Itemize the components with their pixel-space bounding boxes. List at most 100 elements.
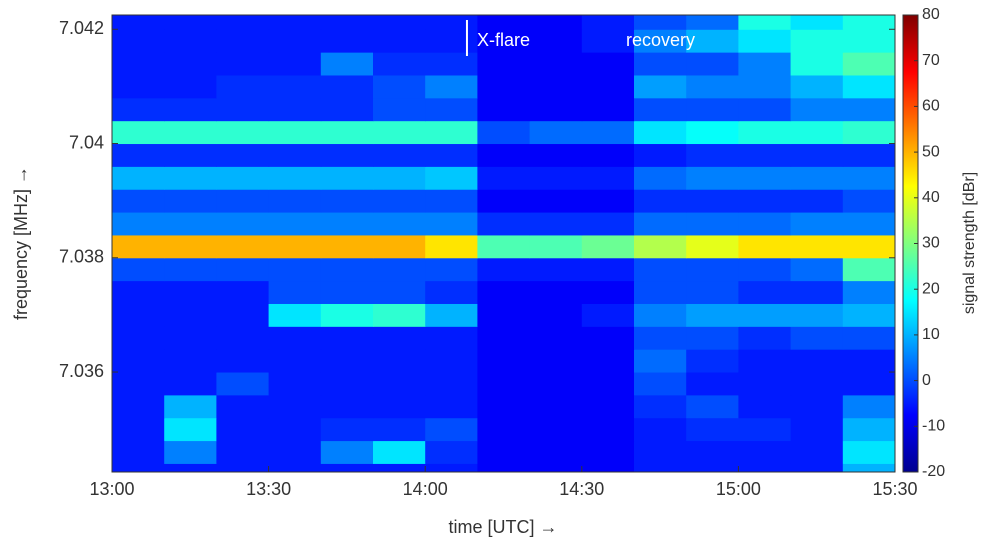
heatmap-cell (686, 189, 739, 213)
heatmap-cell (425, 463, 478, 472)
colorbar-tick-label: 0 (922, 372, 931, 389)
heatmap-cell (268, 29, 322, 53)
heatmap-cell (634, 463, 687, 472)
heatmap-cell (373, 189, 426, 213)
heatmap-cell (373, 166, 426, 190)
heatmap-cell (686, 257, 739, 282)
heatmap-cell (686, 234, 739, 259)
heatmap-cell (112, 440, 165, 464)
heatmap (112, 15, 895, 472)
heatmap-cell (842, 326, 895, 350)
heatmap-cell (320, 234, 374, 259)
heatmap-cell (686, 52, 739, 76)
heatmap-cell (320, 440, 374, 464)
heatmap-cell (634, 166, 687, 190)
heatmap-cell (842, 349, 895, 373)
heatmap-cell (216, 349, 270, 373)
heatmap-cell (790, 463, 844, 472)
heatmap-cell (686, 463, 739, 472)
heatmap-cell (425, 143, 478, 167)
heatmap-cell (790, 349, 844, 373)
heatmap-cell (477, 120, 531, 145)
heatmap-cell (216, 212, 270, 236)
heatmap-cell (686, 15, 739, 30)
heatmap-cell (842, 74, 895, 99)
y-axis-label: frequency [MHz] → (11, 166, 31, 320)
colorbar-tick-label: 20 (922, 280, 940, 297)
heatmap-cell (320, 326, 374, 350)
heatmap-cell (634, 394, 687, 419)
heatmap-cell (790, 143, 844, 167)
heatmap-cell (790, 166, 844, 190)
heatmap-cell (373, 349, 426, 373)
heatmap-cell (581, 394, 635, 419)
heatmap-cell (581, 74, 635, 99)
heatmap-cell (425, 166, 478, 190)
heatmap-cell (686, 394, 739, 419)
heatmap-cell (268, 189, 322, 213)
heatmap-cell (373, 463, 426, 472)
heatmap-cell (164, 234, 217, 259)
heatmap-cell (842, 52, 895, 76)
heatmap-cell (112, 29, 165, 53)
heatmap-cell (477, 143, 531, 167)
heatmap-cell (164, 349, 217, 373)
heatmap-cell (529, 143, 583, 167)
heatmap-cell (790, 212, 844, 236)
heatmap-cell (373, 29, 426, 53)
heatmap-cell (373, 417, 426, 442)
heatmap-cell (686, 349, 739, 373)
heatmap-cell (320, 97, 374, 122)
x-tick-label: 15:30 (872, 479, 917, 499)
heatmap-cell (373, 326, 426, 350)
heatmap-cell (373, 234, 426, 259)
x-tick-label: 13:00 (89, 479, 134, 499)
heatmap-cell (320, 280, 374, 304)
heatmap-cell (112, 463, 165, 472)
heatmap-cell (738, 326, 792, 350)
heatmap-cell (425, 303, 478, 327)
heatmap-cell (581, 326, 635, 350)
heatmap-cell (686, 120, 739, 145)
heatmap-cell (112, 280, 165, 304)
heatmap-cell (477, 440, 531, 464)
heatmap-cell (112, 234, 165, 259)
heatmap-cell (320, 120, 374, 145)
heatmap-cell (320, 166, 374, 190)
heatmap-cell (216, 463, 270, 472)
heatmap-cell (529, 74, 583, 99)
heatmap-cell (477, 280, 531, 304)
heatmap-cell (634, 29, 687, 53)
heatmap-cell (373, 394, 426, 419)
plot-frame (111, 14, 896, 473)
heatmap-cell (790, 74, 844, 99)
heatmap-cell (581, 97, 635, 122)
heatmap-cell (373, 120, 426, 145)
heatmap-cell (738, 74, 792, 99)
heatmap-cell (581, 372, 635, 396)
heatmap-cell (581, 257, 635, 282)
heatmap-cell (164, 97, 217, 122)
heatmap-cell (320, 372, 374, 396)
heatmap-cell (842, 120, 895, 145)
heatmap-cell (112, 349, 165, 373)
heatmap-cell (529, 97, 583, 122)
heatmap-cell (268, 15, 322, 30)
heatmap-cell (529, 280, 583, 304)
heatmap-cell (425, 212, 478, 236)
heatmap-cell (112, 303, 165, 327)
heatmap-cell (425, 349, 478, 373)
heatmap-cell (216, 52, 270, 76)
heatmap-cell (581, 29, 635, 53)
heatmap-cell (373, 440, 426, 464)
heatmap-cell (425, 234, 478, 259)
heatmap-cell (738, 417, 792, 442)
heatmap-cell (268, 74, 322, 99)
heatmap-cell (738, 234, 792, 259)
heatmap-cell (320, 257, 374, 282)
heatmap-cell (425, 417, 478, 442)
heatmap-cell (216, 394, 270, 419)
heatmap-cell (268, 326, 322, 350)
x-tick-label: 14:00 (403, 479, 448, 499)
heatmap-cell (842, 15, 895, 30)
